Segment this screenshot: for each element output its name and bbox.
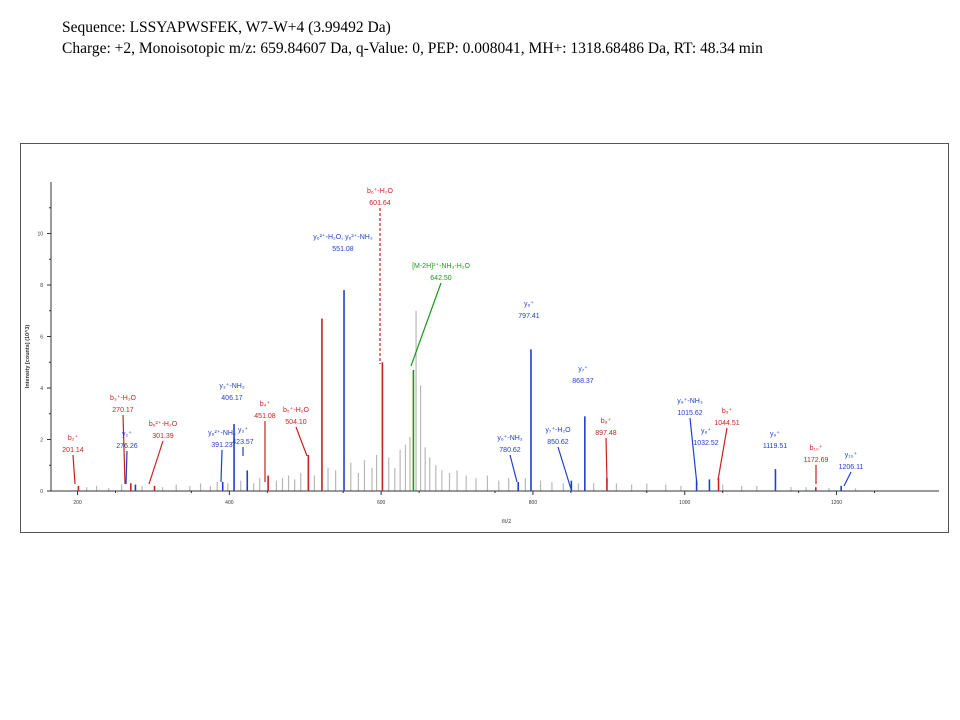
sequence-line: Sequence: LSSYAPWSFEK, W7-W+4 (3.99492 D… bbox=[62, 19, 391, 36]
peak-value-label: 797.41 bbox=[518, 313, 540, 320]
peak-label-connector bbox=[125, 450, 128, 485]
x-tick-label: 1000 bbox=[679, 500, 690, 506]
x-tick-label: 200 bbox=[73, 500, 82, 506]
y-tick-label: 10 bbox=[37, 232, 43, 238]
peak-label-connector bbox=[122, 414, 126, 485]
peak-label: b₈⁺ bbox=[601, 417, 612, 425]
peak-label: b₉⁺ bbox=[722, 407, 733, 415]
spectrum-figure: 0 2 4 6 8 10 200 400 600 800 1000 1200 m/z Intensity … bbox=[20, 143, 949, 533]
peak-value-label: 850.62 bbox=[547, 439, 569, 446]
peak-value-label: 1032.52 bbox=[693, 440, 718, 447]
peak-label: b₅⁺-H₂O bbox=[283, 406, 310, 414]
peak-label: b₆⁺-H₂O bbox=[367, 187, 394, 195]
peak-value-label: 868.37 bbox=[572, 378, 594, 385]
peak-value-label: 451.08 bbox=[254, 413, 276, 420]
peak-value-label: 1119.51 bbox=[763, 443, 787, 450]
x-tick-label: 800 bbox=[529, 500, 538, 506]
peak-label: y₇⁺ bbox=[578, 365, 588, 373]
peak-label-connector bbox=[717, 427, 728, 481]
peak-label: y₆⁺ bbox=[524, 300, 534, 308]
peak-label: y₂⁺ bbox=[122, 430, 132, 438]
peak-label: y₈⁺ bbox=[701, 427, 711, 435]
peak-label-connector bbox=[689, 417, 698, 486]
y-tick-label: 4 bbox=[40, 386, 43, 392]
details-line: Charge: +2, Monoisotopic m/z: 659.84607 … bbox=[62, 40, 763, 57]
peak-label-connector bbox=[509, 454, 518, 483]
peak-value-label: 201.14 bbox=[62, 447, 84, 454]
peak-label: y₃⁺ bbox=[238, 426, 248, 434]
peak-label: b₁₀⁺ bbox=[810, 444, 823, 452]
peak-value-label: 642.50 bbox=[430, 275, 452, 282]
peak-label: y₃⁺-NH₃ bbox=[219, 382, 244, 390]
peak-label: y₇⁺-H₂O bbox=[545, 426, 571, 434]
peak-label: b₄⁺ bbox=[260, 400, 271, 408]
x-axis-label: m/z bbox=[502, 519, 512, 525]
peak-value-label: 780.62 bbox=[499, 447, 521, 454]
peak-value-label: 270.17 bbox=[112, 407, 134, 414]
peak-value-label: 391.23 bbox=[211, 442, 233, 449]
peak-value-label: 276.26 bbox=[116, 443, 138, 450]
peak-label: y₆²⁺-H₂O, y₆²⁺-NH₃ bbox=[313, 233, 373, 241]
spectrum-header: Sequence: LSSYAPWSFEK, W7-W+4 (3.99492 D… bbox=[62, 17, 763, 59]
peak-label-connector bbox=[72, 454, 76, 485]
peak-label: y₆⁺-NH₃ bbox=[497, 434, 522, 442]
y-tick-label: 2 bbox=[40, 438, 43, 444]
spectrum-plot: 0 2 4 6 8 10 200 400 600 800 1000 1200 m/z Intensity … bbox=[25, 182, 939, 525]
y-tick-label: 8 bbox=[40, 283, 43, 289]
y-tick-label: 6 bbox=[40, 335, 43, 341]
x-tick-label: 600 bbox=[377, 500, 386, 506]
peak-label-connector bbox=[410, 282, 442, 367]
peak-label-connector bbox=[843, 471, 852, 487]
peak-label-connector bbox=[220, 449, 223, 483]
peak-value-label: 423.57 bbox=[232, 439, 254, 446]
peak-label: b₆²⁺-H₂O bbox=[149, 420, 178, 428]
peak-label-connector bbox=[295, 426, 308, 457]
peak-label-connector bbox=[148, 440, 164, 485]
peak-value-label: 1206.11 bbox=[839, 464, 864, 471]
peak-value-label: 406.17 bbox=[221, 395, 243, 402]
peak-label: b₂⁺ bbox=[68, 434, 79, 442]
peak-label: b₃⁺-H₂O bbox=[110, 394, 137, 402]
peak-value-label: 1044.51 bbox=[714, 420, 739, 427]
peak-value-label: 897.48 bbox=[595, 430, 617, 437]
peak-label: y₈⁺-NH₃ bbox=[677, 397, 703, 405]
peak-label-connector bbox=[557, 446, 572, 490]
x-tick-label: 400 bbox=[225, 500, 234, 506]
peak-label: y₉⁺ bbox=[770, 430, 780, 438]
peak-label: y₁₀⁺ bbox=[845, 451, 858, 459]
peak-label: [M-2H]²⁺-NH₃-H₂O bbox=[412, 262, 470, 270]
peak-label: y₆²⁺-NH₃ bbox=[208, 429, 236, 437]
peak-label-connector bbox=[605, 437, 608, 483]
x-tick-label: 1200 bbox=[831, 500, 842, 506]
peak-value-label: 601.64 bbox=[369, 200, 391, 207]
y-axis-label: Intensity [counts] (10^3) bbox=[25, 325, 31, 389]
peak-value-label: 1172.69 bbox=[804, 457, 829, 464]
peak-value-label: 504.10 bbox=[285, 419, 307, 426]
peak-value-label: 551.08 bbox=[332, 246, 354, 253]
y-tick-label: 0 bbox=[40, 489, 43, 495]
peak-value-label: 1015.62 bbox=[677, 410, 702, 417]
peak-value-label: 301.39 bbox=[152, 433, 174, 440]
